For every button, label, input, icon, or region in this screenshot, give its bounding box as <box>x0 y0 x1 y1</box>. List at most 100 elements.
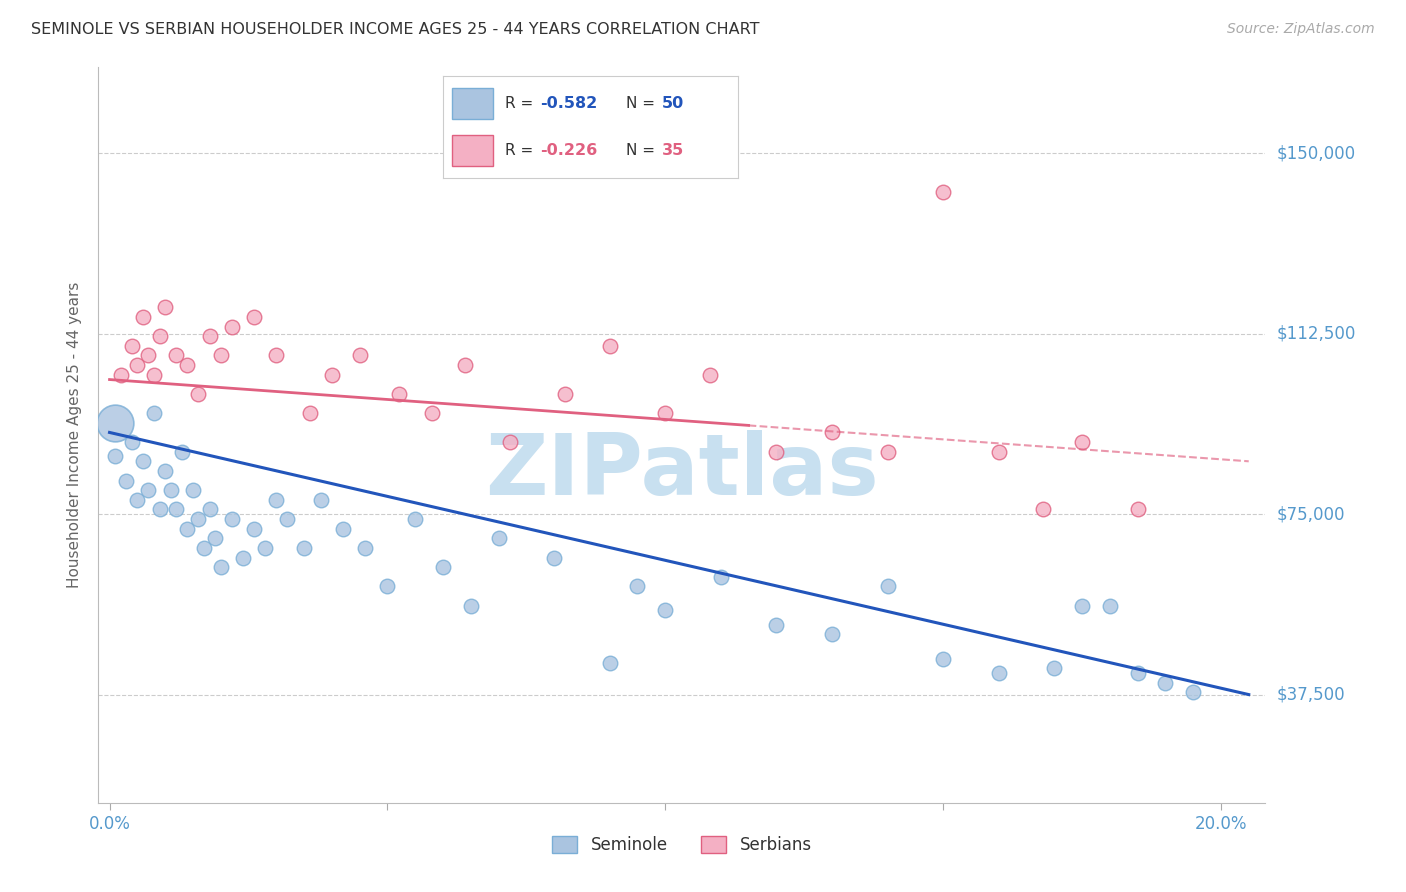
Point <box>132 310 155 324</box>
Text: N =: N = <box>626 144 659 158</box>
Point <box>932 651 955 665</box>
Text: R =: R = <box>505 96 538 111</box>
Text: $150,000: $150,000 <box>1277 145 1355 162</box>
Point <box>110 368 132 382</box>
Point <box>1032 502 1054 516</box>
Bar <box>451 136 494 166</box>
Point <box>176 522 198 536</box>
Point <box>332 522 354 536</box>
Point <box>654 603 676 617</box>
Text: N =: N = <box>626 96 659 111</box>
Point <box>193 541 215 555</box>
Point <box>198 502 221 516</box>
Point <box>148 329 170 343</box>
Point <box>143 406 166 420</box>
Point <box>387 387 409 401</box>
Text: R =: R = <box>505 144 538 158</box>
Point <box>1126 502 1149 516</box>
Point <box>115 474 138 488</box>
Point <box>181 483 204 498</box>
Text: $75,000: $75,000 <box>1277 505 1346 524</box>
Point <box>209 349 232 363</box>
Text: 50: 50 <box>661 96 683 111</box>
Point <box>377 579 399 593</box>
Point <box>254 541 277 555</box>
Point <box>121 435 143 450</box>
Y-axis label: Householder Income Ages 25 - 44 years: Householder Income Ages 25 - 44 years <box>67 282 83 588</box>
Point <box>121 339 143 353</box>
Point <box>454 358 477 372</box>
Point <box>876 444 898 458</box>
Point <box>765 617 787 632</box>
Point <box>1182 685 1205 699</box>
Point <box>488 531 510 545</box>
Point <box>987 665 1010 680</box>
Point <box>138 349 160 363</box>
Text: -0.582: -0.582 <box>540 96 598 111</box>
Text: 35: 35 <box>661 144 683 158</box>
Point <box>699 368 721 382</box>
Legend: Seminole, Serbians: Seminole, Serbians <box>546 830 818 861</box>
Point <box>104 450 127 464</box>
Point <box>932 185 955 199</box>
Point <box>599 657 621 671</box>
Point <box>138 483 160 498</box>
Point <box>153 464 176 478</box>
Point <box>404 512 426 526</box>
Point <box>1098 599 1121 613</box>
Point <box>209 560 232 574</box>
Point <box>309 492 332 507</box>
Point <box>821 627 844 641</box>
Point <box>432 560 454 574</box>
Point <box>1071 435 1094 450</box>
Point <box>349 349 371 363</box>
Point <box>1043 661 1066 675</box>
Text: $112,500: $112,500 <box>1277 325 1355 343</box>
Point <box>232 550 254 565</box>
Point <box>148 502 170 516</box>
Point <box>127 358 149 372</box>
Point <box>554 387 576 401</box>
Point <box>420 406 443 420</box>
Text: ZIPatlas: ZIPatlas <box>485 430 879 513</box>
Point <box>298 406 321 420</box>
Point <box>153 301 176 315</box>
Point <box>543 550 565 565</box>
Point <box>165 349 187 363</box>
Text: SEMINOLE VS SERBIAN HOUSEHOLDER INCOME AGES 25 - 44 YEARS CORRELATION CHART: SEMINOLE VS SERBIAN HOUSEHOLDER INCOME A… <box>31 22 759 37</box>
Text: $37,500: $37,500 <box>1277 686 1346 704</box>
Point <box>127 492 149 507</box>
Point <box>221 512 243 526</box>
Point <box>460 599 482 613</box>
Text: Source: ZipAtlas.com: Source: ZipAtlas.com <box>1227 22 1375 37</box>
Point <box>187 387 209 401</box>
Point <box>198 329 221 343</box>
Point <box>498 435 520 450</box>
Point <box>204 531 226 545</box>
Point <box>243 522 266 536</box>
Point <box>132 454 155 468</box>
Point <box>264 492 287 507</box>
Point <box>654 406 676 420</box>
Point <box>264 349 287 363</box>
Point <box>187 512 209 526</box>
Point <box>765 444 787 458</box>
Point <box>276 512 298 526</box>
Point <box>165 502 187 516</box>
Point <box>321 368 343 382</box>
Point <box>1126 665 1149 680</box>
Point <box>354 541 377 555</box>
Point <box>821 425 844 440</box>
Point <box>710 570 733 584</box>
Point <box>599 339 621 353</box>
Point <box>170 444 193 458</box>
Point <box>176 358 198 372</box>
Point <box>987 444 1010 458</box>
Bar <box>451 88 494 119</box>
Point <box>104 416 127 430</box>
Point <box>243 310 266 324</box>
Text: -0.226: -0.226 <box>540 144 598 158</box>
Point <box>143 368 166 382</box>
Point <box>292 541 315 555</box>
Point <box>876 579 898 593</box>
